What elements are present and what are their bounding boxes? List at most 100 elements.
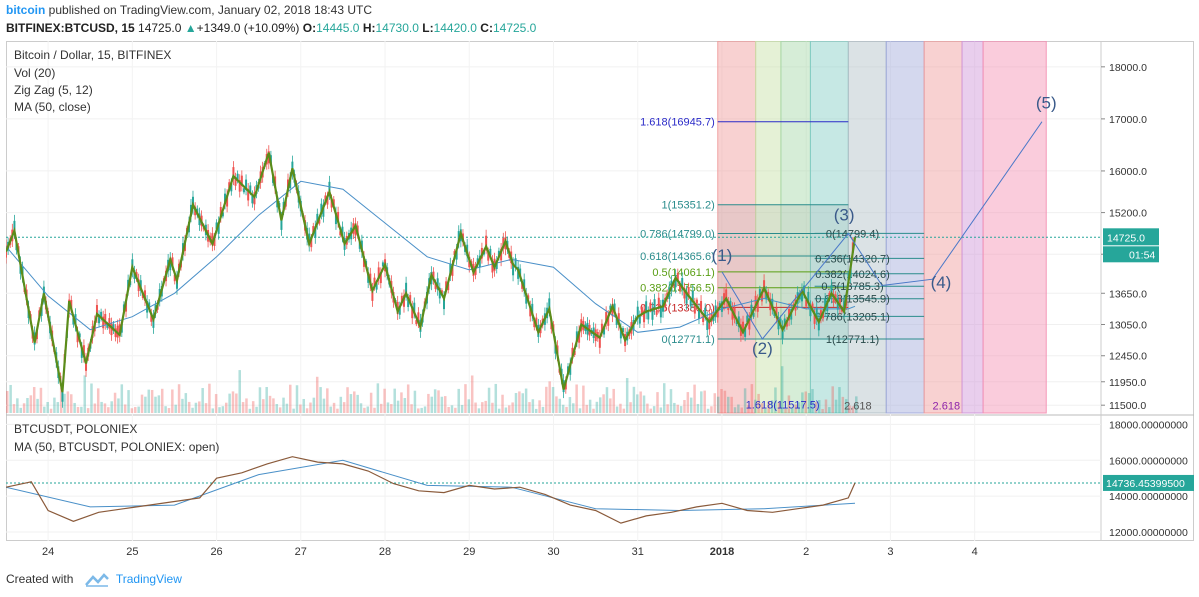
candle-body xyxy=(339,231,342,236)
candle-body xyxy=(148,302,151,309)
candle-body xyxy=(744,328,747,337)
chart-container[interactable]: 18000.017000.016000.015200.014400.013650… xyxy=(4,40,1194,571)
volume-bar xyxy=(481,402,484,413)
time-zone-band xyxy=(780,40,811,414)
volume-bar xyxy=(376,383,380,413)
volume-bar xyxy=(582,385,585,413)
tradingview-link[interactable]: TradingView xyxy=(115,572,182,586)
volume-bar xyxy=(450,405,454,413)
lower-price-line xyxy=(5,456,856,524)
candle-body xyxy=(681,278,684,290)
candle-body xyxy=(758,289,761,296)
close-value: 14725.0 xyxy=(492,21,537,35)
created-with-text: Created with xyxy=(6,572,74,586)
volume-bar xyxy=(160,388,164,413)
volume-bar xyxy=(117,398,120,413)
volume-bar xyxy=(511,402,514,413)
volume-bar xyxy=(727,396,730,413)
time-zone-band xyxy=(717,40,757,414)
volume-bar xyxy=(777,402,781,413)
volume-bar xyxy=(757,393,760,413)
candle-body xyxy=(100,311,103,319)
volume-bar xyxy=(723,390,727,413)
candle-body xyxy=(341,226,344,238)
candle-body xyxy=(760,292,763,302)
candle-body xyxy=(213,237,216,247)
lower-y-tick-label: 16000.00000000 xyxy=(1109,455,1188,467)
volume-bar xyxy=(780,366,784,413)
volume-bar xyxy=(730,396,733,413)
candle-body xyxy=(636,306,639,319)
volume-bar xyxy=(59,387,63,413)
candle-body xyxy=(615,318,618,325)
candle-body xyxy=(704,307,707,317)
volume-bar xyxy=(683,400,686,413)
candle-body xyxy=(98,314,101,324)
main-y-tick-label: 15200.0 xyxy=(1109,208,1147,220)
candle-body xyxy=(314,226,317,239)
time-zone-band xyxy=(847,40,887,414)
volume-bar xyxy=(440,396,444,413)
candle-body xyxy=(683,287,686,299)
candle-body xyxy=(621,328,624,333)
volume-bar xyxy=(531,399,535,413)
volume-bar xyxy=(750,384,754,413)
volume-bar xyxy=(154,396,157,413)
volume-bar xyxy=(804,391,808,413)
candle-body xyxy=(643,310,646,323)
elliott-wave-label: (2) xyxy=(752,339,773,358)
candle-body xyxy=(455,249,458,260)
volume-bar xyxy=(592,408,595,413)
main-y-tick-label: 13050.0 xyxy=(1109,320,1147,332)
x-tick-label: 30 xyxy=(547,546,559,558)
candle-body xyxy=(733,307,736,319)
volume-bar xyxy=(457,388,460,413)
volume-bar xyxy=(555,396,558,413)
volume-bar xyxy=(258,387,262,413)
volume-bar xyxy=(96,388,100,413)
volume-bar xyxy=(225,402,228,413)
candle-body xyxy=(598,335,601,348)
volume-bar xyxy=(417,408,420,413)
volume-bar xyxy=(366,406,370,413)
candle-body xyxy=(381,262,384,267)
candle-body xyxy=(405,282,408,295)
volume-bar xyxy=(676,404,679,413)
chart-frame xyxy=(6,41,1194,541)
candle-body xyxy=(815,307,818,320)
volume-bar xyxy=(187,401,191,413)
volume-bar xyxy=(700,391,703,413)
volume-bar xyxy=(477,408,481,413)
volume-bar xyxy=(12,404,16,413)
brand-name[interactable]: bitcoin xyxy=(6,3,46,17)
volume-bar xyxy=(464,384,467,413)
volume-bar xyxy=(22,403,26,413)
last-price-tag xyxy=(1103,228,1159,246)
volume-bar xyxy=(534,408,538,413)
volume-bar xyxy=(305,408,309,413)
volume-bars xyxy=(6,366,858,413)
volume-bar xyxy=(329,406,332,413)
volume-bar xyxy=(619,403,622,413)
elliott-wave-label: (4) xyxy=(931,273,952,292)
volume-bar xyxy=(144,396,147,413)
volume-bar xyxy=(332,402,336,413)
volume-bar xyxy=(437,390,440,413)
lower-ma-line xyxy=(5,459,856,512)
volume-bar xyxy=(433,389,437,413)
candle-body xyxy=(756,300,759,312)
volume-bar xyxy=(851,406,855,413)
volume-bar xyxy=(656,392,659,413)
candle-body xyxy=(322,205,325,217)
x-tick-label: 26 xyxy=(210,546,222,558)
volume-bar xyxy=(844,399,848,413)
candle-body xyxy=(95,305,98,318)
time-zone-band xyxy=(923,40,963,414)
volume-bar xyxy=(514,393,518,413)
volume-bar xyxy=(548,381,551,413)
candle-body xyxy=(217,222,220,234)
candle-body xyxy=(697,308,700,319)
chart-svg[interactable]: 18000.017000.016000.015200.014400.013650… xyxy=(4,40,1194,566)
candle-body xyxy=(775,307,778,319)
fib-level-label: 0.5(14061.1) xyxy=(652,267,714,279)
